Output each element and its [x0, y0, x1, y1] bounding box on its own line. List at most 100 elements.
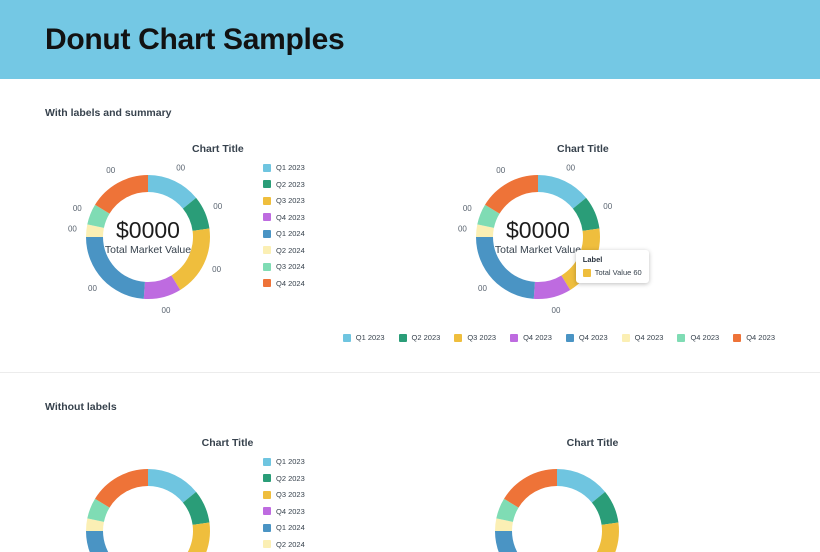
legend-top-right[interactable]: Q1 2023 Q2 2023 Q3 2023 Q4 2023 Q4 2023 Q4 20… [342, 333, 775, 342]
donut-top-left[interactable]: 00 00 00 00 00 00 00 00 $0000 Total Market Value [63, 159, 233, 319]
donut-slice[interactable] [580, 522, 619, 552]
donut-slice[interactable] [87, 204, 110, 228]
legend-color-swatch [263, 507, 271, 515]
legend-color-swatch [263, 180, 271, 188]
legend-color-swatch [342, 333, 351, 342]
legend-color-swatch [263, 246, 271, 254]
donut-bottom-right[interactable] [472, 453, 642, 552]
legend-item-label: Q1 2023 [276, 457, 305, 466]
legend-bottom-left[interactable]: Q1 2023 Q2 2023 Q3 2023 Q4 2023 Q1 2024 Q2 20… [263, 457, 305, 552]
legend-horizontal-item[interactable]: Q2 2023 [398, 333, 441, 342]
legend-color-swatch [263, 523, 271, 532]
donut-slice[interactable] [495, 518, 513, 531]
chart-tooltip: Label Total Value 60 [575, 250, 649, 283]
donut-slice[interactable] [504, 469, 557, 508]
section-with-labels: With labels and summary Chart Title 00 00… [0, 79, 820, 342]
donut-slice[interactable] [86, 518, 104, 531]
legend-vertical-item[interactable]: Q4 2023 [263, 507, 305, 516]
donut-slice[interactable] [87, 498, 110, 522]
legend-vertical-item[interactable]: Q4 2024 [263, 279, 305, 288]
legend-vertical-item[interactable]: Q3 2023 [263, 490, 305, 499]
legend-vertical-item[interactable]: Q4 2023 [263, 213, 305, 222]
legend-color-swatch [733, 333, 742, 342]
donut-slice[interactable] [95, 469, 148, 508]
donut-slice[interactable] [182, 197, 210, 231]
legend-top-left[interactable]: Q1 2023 Q2 2023 Q3 2023 Q4 2023 Q1 2024 Q2 20… [263, 163, 305, 288]
legend-item-label: Q4 2023 [523, 333, 552, 342]
donut-slice[interactable] [537, 175, 586, 209]
legend-item-label: Q3 2023 [276, 196, 305, 205]
donut-slice[interactable] [171, 522, 210, 552]
donut-slice[interactable] [557, 469, 606, 503]
section-without-labels: Without labels Chart Title Q1 2023 Q2 202… [0, 373, 820, 552]
donut-slice[interactable] [572, 197, 600, 231]
legend-item-label: Q4 2024 [276, 278, 305, 288]
legend-item-label: Q2 2023 [276, 473, 305, 483]
slice-data-label: 00 [88, 284, 97, 293]
legend-vertical-item[interactable]: Q3 2023 [263, 196, 305, 205]
donut-slice[interactable] [475, 224, 494, 237]
legend-vertical-item[interactable]: Q2 2023 [263, 180, 305, 189]
donut-slice[interactable] [477, 204, 500, 228]
donut-center-caption: Total Market Value [105, 244, 191, 256]
donut-slice[interactable] [475, 237, 535, 299]
slice-data-label: 00 [213, 202, 222, 211]
legend-item-label: Q2 2023 [411, 333, 441, 342]
donut-slice[interactable] [171, 228, 210, 290]
legend-color-swatch [263, 163, 271, 172]
donut-slice[interactable] [86, 224, 104, 237]
donut-slice[interactable] [143, 275, 181, 299]
legend-vertical-item[interactable]: Q2 2024 [263, 540, 305, 549]
chart-card-bottom-left: Chart Title Q1 2023 Q2 2023 Q3 2023 Q4 2023… [45, 413, 410, 552]
page-title: Donut Chart Samples [45, 22, 345, 56]
page-header: Donut Chart Samples [0, 0, 820, 79]
slice-data-label: 00 [106, 166, 115, 175]
legend-item-label: Q1 2023 [355, 333, 385, 342]
legend-vertical-item[interactable]: Q2 2024 [263, 246, 305, 255]
donut-slice[interactable] [86, 531, 145, 552]
donut-slice[interactable] [591, 491, 619, 525]
legend-item-label: Q2 2024 [276, 245, 305, 255]
legend-color-swatch [263, 229, 271, 238]
legend-vertical-item[interactable]: Q1 2023 [263, 163, 305, 172]
donut-slice[interactable] [495, 531, 554, 552]
legend-vertical-item[interactable]: Q1 2023 [263, 457, 305, 466]
legend-item-label: Q2 2023 [276, 179, 305, 189]
tooltip-series-label: Total Value 60 [594, 268, 642, 277]
slice-data-label: 00 [73, 204, 82, 213]
donut-bottom-left[interactable] [63, 453, 233, 552]
legend-vertical-item[interactable]: Q3 2024 [263, 262, 305, 271]
legend-vertical-item[interactable]: Q1 2024 [263, 229, 305, 238]
donut-slice[interactable] [533, 275, 570, 299]
legend-vertical-item[interactable]: Q1 2024 [263, 523, 305, 532]
donut-slice[interactable] [95, 175, 148, 214]
legend-item-label: Q4 2023 [578, 333, 608, 342]
donut-slice[interactable] [148, 469, 197, 503]
legend-item-label: Q3 2023 [467, 333, 497, 342]
donut-slice[interactable] [182, 491, 210, 525]
legend-horizontal-item[interactable]: Q4 2023 [565, 333, 608, 342]
donut-slice[interactable] [496, 498, 519, 522]
slice-data-label: 00 [566, 163, 575, 172]
legend-horizontal-item[interactable]: Q4 2023 [510, 333, 552, 342]
charts-row-bottom: Chart Title Q1 2023 Q2 2023 Q3 2023 Q4 2023… [45, 413, 775, 552]
legend-color-swatch [263, 262, 271, 271]
legend-item-label: Q3 2024 [276, 262, 305, 271]
legend-horizontal-item[interactable]: Q1 2023 [342, 333, 385, 342]
legend-horizontal-item[interactable]: Q4 2023 [733, 333, 775, 342]
legend-horizontal-item[interactable]: Q4 2023 [677, 333, 719, 342]
legend-horizontal-item[interactable]: Q3 2023 [454, 333, 496, 342]
legend-horizontal-item[interactable]: Q4 2023 [621, 333, 663, 342]
donut-slice[interactable] [484, 175, 538, 214]
donut-slice[interactable] [86, 237, 145, 299]
legend-vertical-item[interactable]: Q2 2023 [263, 474, 305, 483]
legend-color-swatch [263, 540, 271, 548]
donut-slice[interactable] [148, 175, 197, 209]
chart-title-top-left: Chart Title [192, 143, 244, 155]
legend-color-swatch [263, 196, 271, 205]
slice-data-label: 00 [496, 166, 505, 175]
slice-data-label: 00 [551, 306, 560, 315]
slice-data-label: 00 [478, 284, 487, 293]
donut-center-value: $0000 [116, 217, 180, 243]
